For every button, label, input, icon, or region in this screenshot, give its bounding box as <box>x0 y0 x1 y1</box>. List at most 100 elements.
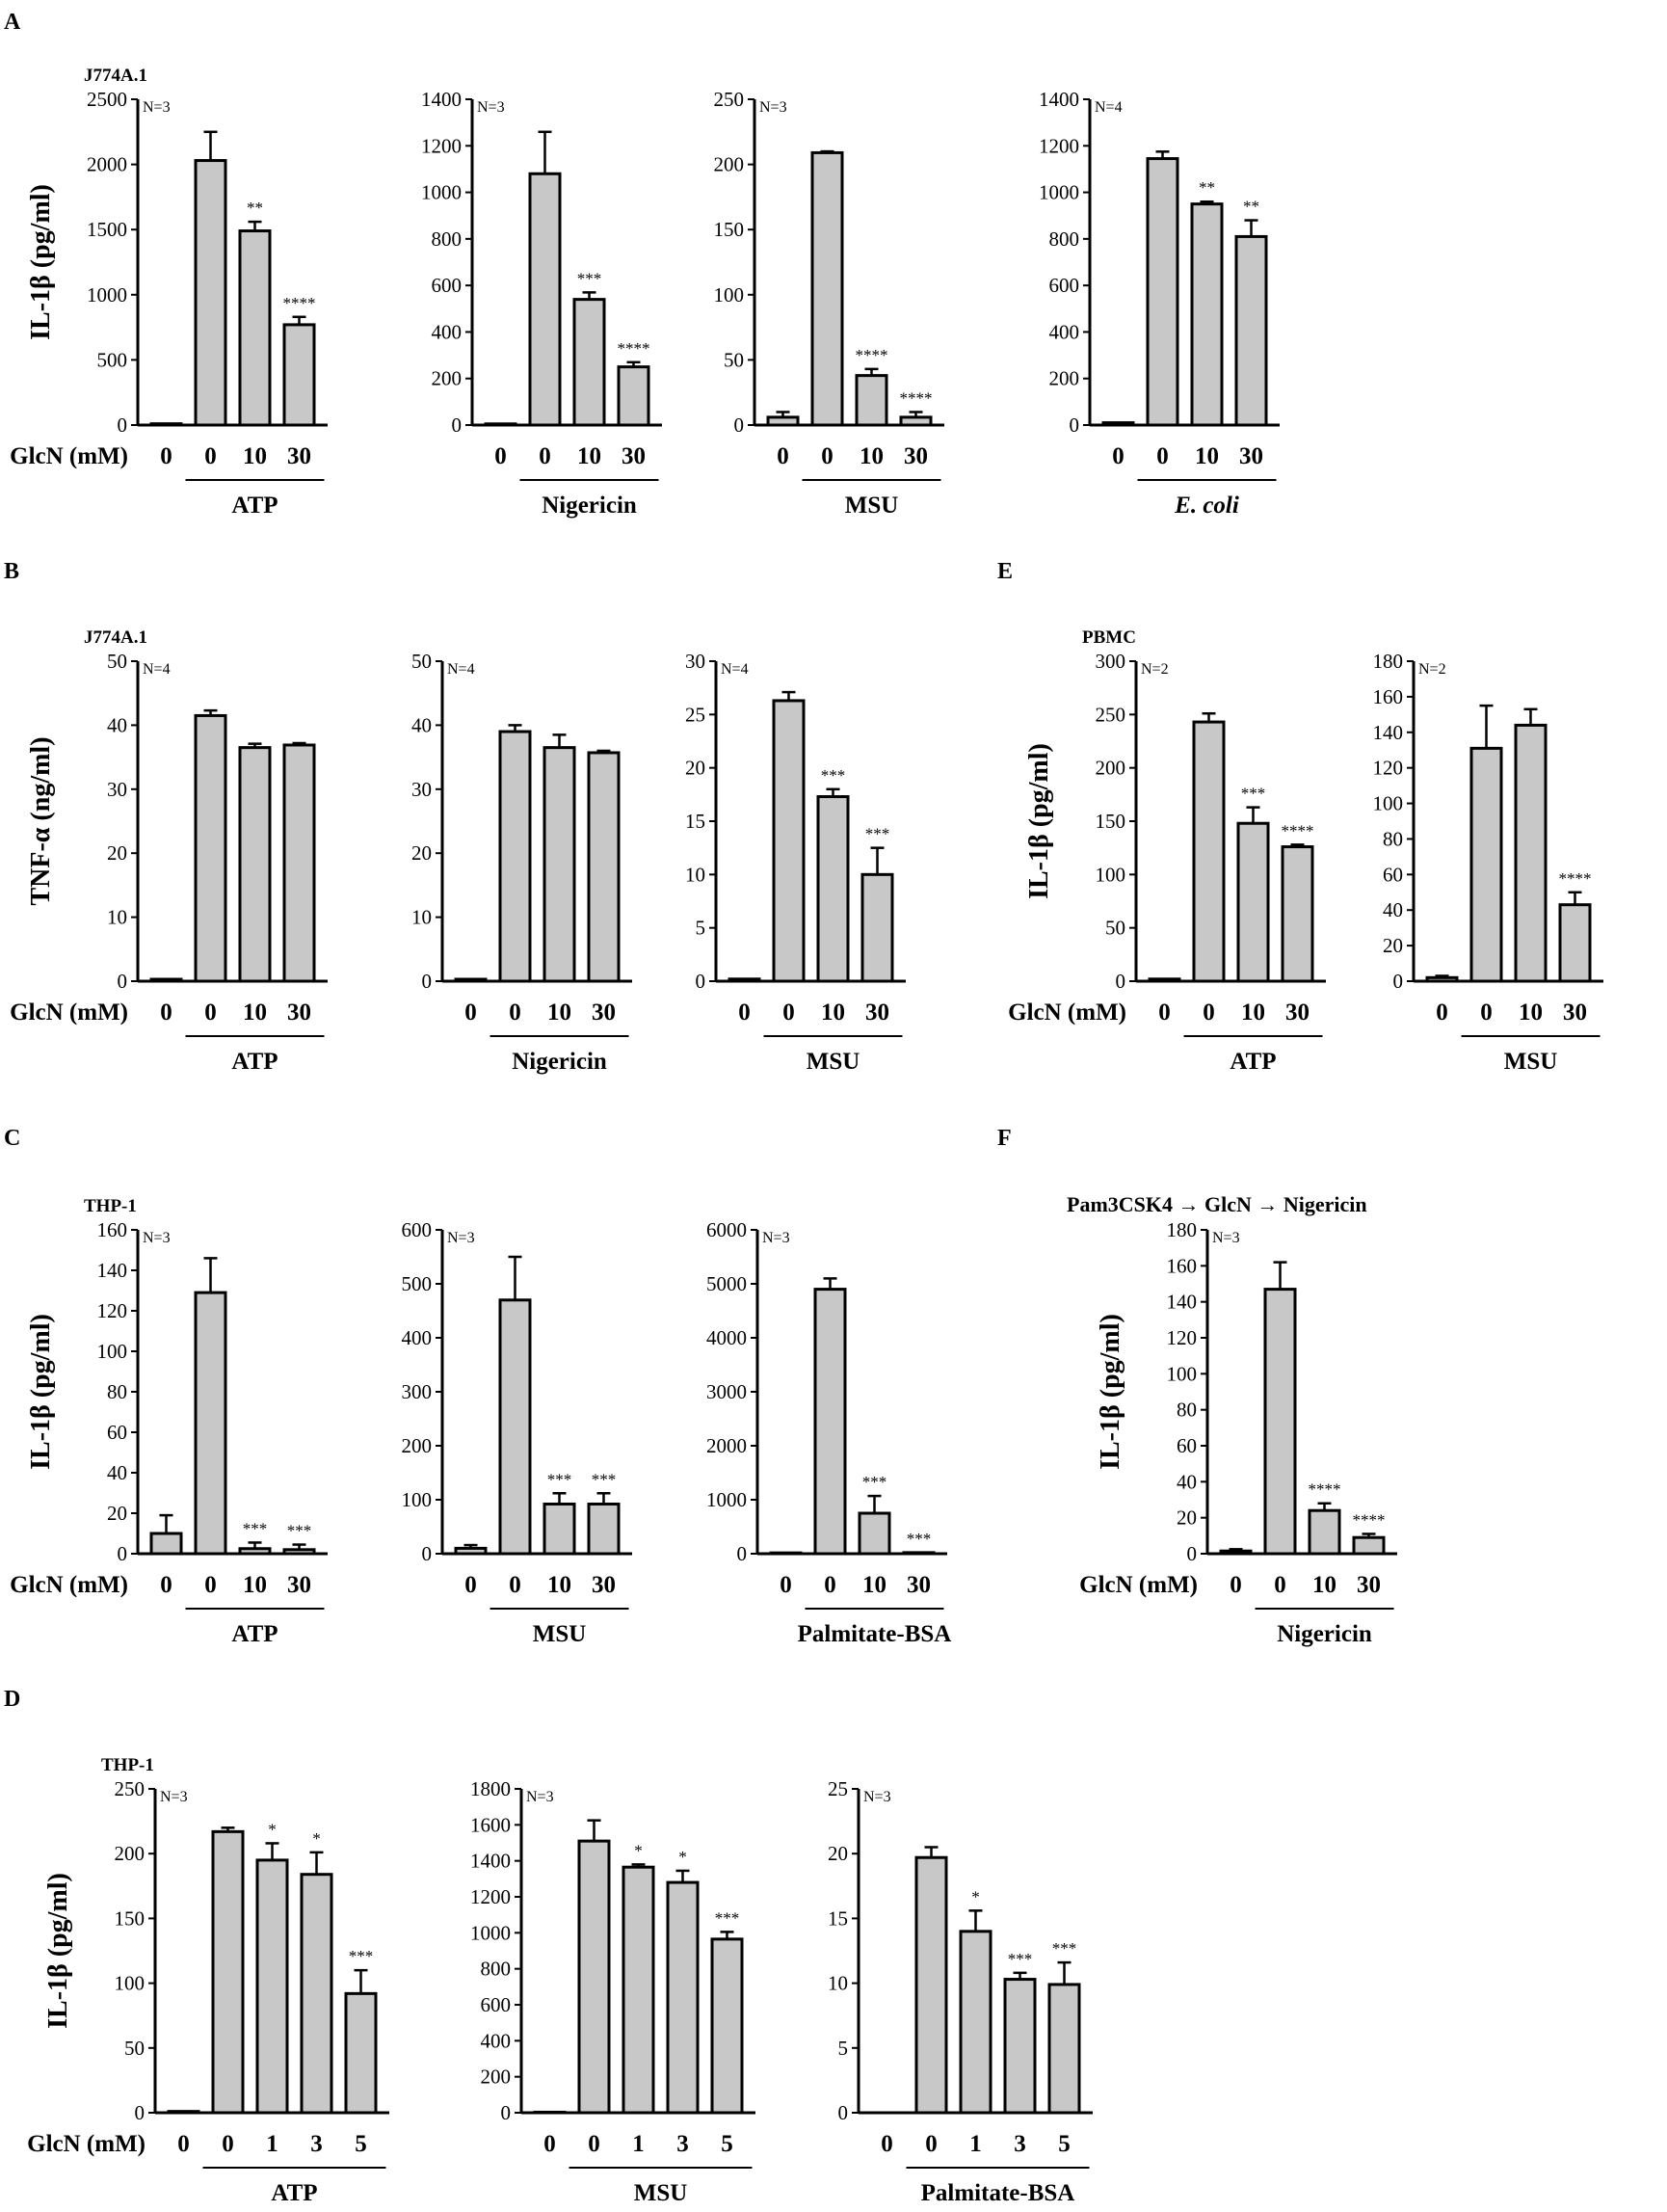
bar <box>542 746 576 983</box>
significance-label: **** <box>283 294 316 312</box>
x-tick-label: 10 <box>862 1572 886 1598</box>
y-tick-label: 200 <box>1096 757 1126 780</box>
significance-label: ** <box>1199 178 1215 197</box>
y-tick-label: 100 <box>714 283 745 306</box>
bar <box>498 730 532 983</box>
group-label: Nigericin <box>1277 1621 1372 1647</box>
x-tick-label: 30 <box>287 999 311 1026</box>
y-tick-label: 50 <box>724 348 744 371</box>
y-tick-label: 25 <box>685 703 705 726</box>
bar <box>860 872 894 983</box>
n-label: N=3 <box>526 1789 554 1805</box>
bar <box>1047 1983 1081 2115</box>
bar <box>194 159 227 427</box>
significance-label: *** <box>715 1908 740 1927</box>
bar <box>194 1291 227 1556</box>
y-tick-label: 4000 <box>706 1326 747 1349</box>
y-tick-label: 180 <box>1373 650 1404 673</box>
panel-letter-a: A <box>4 10 21 35</box>
y-tick-label: 2500 <box>87 88 127 111</box>
bar <box>710 1937 744 2115</box>
y-tick-label: 160 <box>1373 685 1404 708</box>
significance-label: *** <box>287 1522 312 1540</box>
bar <box>149 1532 183 1556</box>
x-tick-label: 0 <box>160 1572 172 1598</box>
y-tick-label: 0 <box>118 413 128 437</box>
x-tick-label: 10 <box>243 999 267 1026</box>
bar <box>914 1855 948 2115</box>
y-tick-label: 500 <box>402 1272 433 1295</box>
x-tick-label: 0 <box>782 999 795 1026</box>
x-tick-label: 0 <box>1480 999 1493 1026</box>
significance-label: * <box>678 1848 687 1866</box>
y-tick-label: 60 <box>107 1421 127 1444</box>
y-tick-label: 40 <box>107 713 127 736</box>
y-tick-label: 1200 <box>470 1885 511 1908</box>
y-tick-label: 100 <box>97 1340 128 1363</box>
bar <box>617 365 650 427</box>
chart-a-3: 0 200 400 600 800 1000 1200 1400 0 0 ** 10 ** 30E. co… <box>1039 88 1280 519</box>
panel-letter-d: D <box>4 1687 20 1712</box>
bar <box>149 977 183 983</box>
cell-line-label: J774A.1 <box>84 627 147 648</box>
chart-e-7: 0 50 100 150 200 250 300 0 0 *** 10 **** 30 ATP N=2 PBM… <box>1008 627 1326 1075</box>
bar <box>1190 202 1224 427</box>
y-tick-label: 20 <box>685 757 705 780</box>
glcn-row-label: GlcN (mM) <box>1008 999 1126 1026</box>
y-tick-label: 0 <box>422 970 433 993</box>
y-tick-label: 0 <box>452 413 463 437</box>
bar <box>282 323 316 427</box>
y-tick-label: 800 <box>481 1958 512 1981</box>
y-tick-label: 120 <box>1167 1326 1198 1349</box>
y-tick-label: 1000 <box>87 283 127 306</box>
chart-c-9: 0 20 40 60 80 100 120 140 160 0 0 *** 10 *** 30 ATP N=3 T… <box>10 1196 328 1647</box>
x-tick-label: 3 <box>310 2131 323 2157</box>
x-tick-label: 30 <box>907 1572 931 1598</box>
significance-label: *** <box>349 1947 374 1965</box>
y-tick-label: 600 <box>402 1218 433 1241</box>
x-tick-label: 0 <box>881 2131 893 2157</box>
glcn-row-label: GlcN (mM) <box>10 1572 128 1598</box>
bar <box>149 422 183 427</box>
y-tick-label: 5 <box>838 2037 849 2060</box>
bar <box>959 1930 992 2115</box>
significance-label: **** <box>900 388 933 407</box>
x-tick-label: 0 <box>1112 443 1125 469</box>
group-label: MSU <box>634 2180 688 2206</box>
group-label: E. coli <box>1174 493 1239 519</box>
y-tick-label: 140 <box>97 1259 128 1282</box>
y-tick-label: 500 <box>97 348 128 371</box>
x-tick-label: 0 <box>821 443 834 469</box>
bar <box>1469 746 1503 983</box>
y-tick-label: 15 <box>828 1906 848 1930</box>
y-tick-label: 150 <box>1096 810 1126 833</box>
y-tick-label: 0 <box>1187 1542 1198 1565</box>
x-tick-label: 0 <box>588 2131 600 2157</box>
y-tick-label: 120 <box>97 1299 128 1322</box>
significance-label: *** <box>1052 1939 1077 1958</box>
x-tick-label: 30 <box>1285 999 1310 1026</box>
significance-label: ** <box>247 199 263 217</box>
y-tick-label: 0 <box>696 970 706 993</box>
n-label: N=2 <box>1418 661 1446 678</box>
y-tick-label: 1600 <box>470 1813 511 1836</box>
y-tick-label: 150 <box>115 1906 146 1930</box>
bar <box>238 746 272 983</box>
y-tick-label: 10 <box>828 1972 848 1995</box>
glcn-row-label: GlcN (mM) <box>27 2131 146 2157</box>
glcn-row-label: GlcN (mM) <box>10 443 128 469</box>
y-tick-label: 0 <box>737 1542 748 1565</box>
bar <box>666 1880 700 2115</box>
y-tick-label: 1000 <box>421 181 462 204</box>
x-tick-label: 0 <box>543 2131 556 2157</box>
glcn-row-label: GlcN (mM) <box>1079 1572 1198 1598</box>
x-tick-label: 3 <box>1014 2131 1026 2157</box>
n-label: N=3 <box>447 1230 475 1246</box>
bar <box>533 2110 567 2115</box>
cell-line-label: Pam3CSK4 → GlcN → Nigericin <box>1067 1192 1367 1216</box>
x-tick-label: 0 <box>1156 443 1169 469</box>
y-tick-label: 600 <box>1049 274 1080 297</box>
significance-label: *** <box>865 825 890 843</box>
